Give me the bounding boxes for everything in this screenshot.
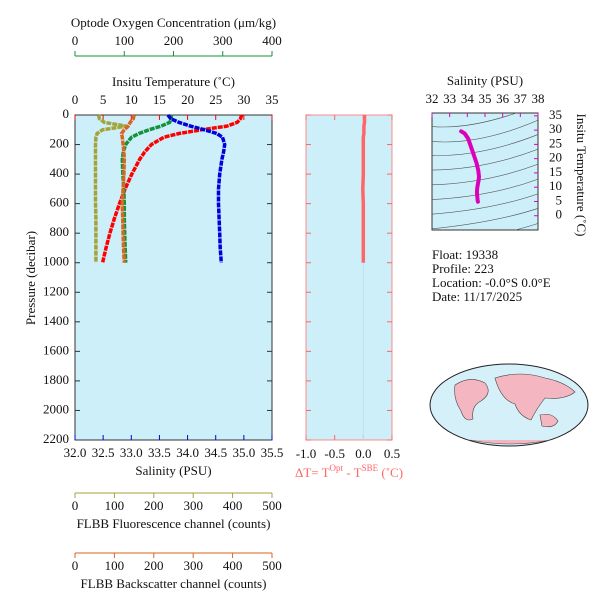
y-tick-label: 35 [549, 107, 562, 122]
x-tick-label: 0 [72, 33, 79, 48]
info-line: Float: 19338 [432, 247, 498, 262]
x-tick-label: 35.5 [261, 445, 284, 460]
axis-title-part: - T [343, 465, 362, 480]
x-tick-label: 30 [237, 92, 250, 107]
x-tick-label: 0 [72, 92, 79, 107]
axis-title: ΔT= TOpt - TSBE (˚C) [295, 463, 403, 480]
y-tick-label: 20 [549, 150, 562, 165]
axis-title: Salinity (PSU) [135, 463, 211, 478]
y-tick-label: 800 [50, 224, 70, 239]
axis-title: FLBB Backscatter channel (counts) [81, 576, 267, 591]
x-tick-label: 0 [72, 498, 79, 513]
y-tick-label: 15 [549, 164, 562, 179]
x-tick-label: 32.0 [64, 445, 87, 460]
info-line: Location: -0.0°S 0.0°E [432, 275, 551, 290]
y-axis-title: Pressure (decibar) [23, 231, 38, 325]
x-tick-label: 0 [72, 558, 79, 573]
ts-line [459, 129, 482, 204]
profile-line [93, 114, 128, 263]
x-tick-label: 300 [183, 558, 203, 573]
x-tick-label: -0.5 [324, 446, 345, 461]
x-tick-label: 35 [479, 91, 492, 106]
x-tick-label: 100 [105, 498, 125, 513]
x-tick-label: 32 [426, 91, 439, 106]
axis-title-part: ΔT= T [295, 465, 330, 480]
x-tick-label: 35.0 [232, 445, 255, 460]
x-tick-label: 36 [496, 91, 510, 106]
x-tick-label: 34 [461, 91, 475, 106]
profile-line [119, 114, 136, 263]
y-tick-label: 1800 [43, 372, 69, 387]
x-tick-label: 100 [115, 33, 135, 48]
x-tick-label: 500 [262, 498, 282, 513]
profile-line [120, 114, 174, 263]
axis-title-part: SBE [362, 463, 379, 473]
delta-line [361, 115, 367, 263]
ts-panel [431, 112, 539, 231]
y-tick-label: 0 [63, 106, 70, 121]
x-tick-label: 34.5 [204, 445, 227, 460]
x-tick-label: 35 [266, 92, 279, 107]
x-tick-label: 200 [144, 558, 164, 573]
axis-title-part: Opt [330, 463, 344, 473]
x-tick-label: 100 [105, 558, 125, 573]
x-tick-label: 33 [443, 91, 456, 106]
axis-title: Insitu Temperature (˚C) [112, 74, 235, 89]
delta-panel [305, 114, 393, 441]
y-tick-label: 1200 [43, 283, 69, 298]
y-tick-label: 400 [50, 165, 70, 180]
x-tick-label: 0.5 [384, 446, 400, 461]
x-tick-label: 400 [262, 33, 282, 48]
x-tick-label: 300 [183, 498, 203, 513]
x-tick-label: 38 [532, 91, 545, 106]
x-tick-label: 0.0 [355, 446, 371, 461]
x-tick-label: 200 [164, 33, 184, 48]
y-tick-label: 30 [549, 121, 562, 136]
x-tick-label: 32.5 [92, 445, 115, 460]
x-tick-label: 10 [125, 92, 138, 107]
profile-line [166, 113, 227, 263]
y-tick-label: 2200 [43, 431, 69, 446]
axis-title: Optode Oxygen Concentration (μm/kg) [71, 15, 276, 30]
y-tick-label: 5 [556, 192, 563, 207]
y-tick-label: 600 [50, 195, 70, 210]
x-tick-label: 34.0 [176, 445, 199, 460]
axis-title: FLBB Fluorescence channel (counts) [77, 516, 271, 531]
x-tick-label: 300 [213, 33, 233, 48]
x-tick-label: 20 [181, 92, 194, 107]
x-tick-label: 200 [144, 498, 164, 513]
profile-line [100, 114, 244, 264]
x-tick-label: 500 [262, 558, 282, 573]
axis-title-part: (˚C) [378, 465, 403, 480]
y-tick-label: 1600 [43, 342, 69, 357]
y-tick-label: 10 [549, 178, 562, 193]
profile-panel [74, 114, 273, 441]
y-tick-label: 200 [50, 136, 70, 151]
x-tick-label: 400 [223, 498, 243, 513]
x-tick-label: 400 [223, 558, 243, 573]
y-tick-label: 1000 [43, 254, 69, 269]
info-line: Profile: 223 [432, 261, 494, 276]
x-tick-label: 25 [209, 92, 222, 107]
x-tick-label: 33.0 [120, 445, 143, 460]
x-tick-label: 33.5 [148, 445, 171, 460]
x-tick-label: 5 [100, 92, 107, 107]
y-tick-label: 2000 [43, 401, 69, 416]
x-tick-label: 37 [514, 91, 528, 106]
x-tick-label: 15 [153, 92, 166, 107]
axis-title: Salinity (PSU) [447, 73, 523, 88]
density-contours [432, 113, 538, 230]
y-tick-label: 0 [556, 207, 563, 222]
info-line: Date: 11/17/2025 [432, 289, 522, 304]
y-tick-label: 1400 [43, 313, 69, 328]
y-tick-label: 25 [549, 135, 562, 150]
world-map [429, 363, 589, 447]
axis-title: Insitu Temperature (˚C) [574, 113, 589, 236]
x-tick-label: -1.0 [296, 446, 317, 461]
